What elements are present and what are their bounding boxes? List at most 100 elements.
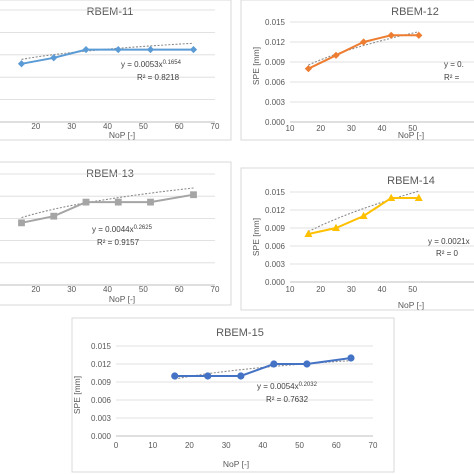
data-point: [237, 372, 245, 380]
chart-panel-rbem-13: RBEM-13 20 30 40 50 60 70 y = 0.0044x0.2625 R…: [0, 161, 232, 306]
chart-frame: [71, 317, 395, 473]
y-tick-label: 0.003: [91, 414, 112, 423]
x-tick-label: 40: [103, 122, 112, 131]
trend-equation: y = 0.: [444, 60, 464, 69]
data-point: [204, 372, 212, 380]
y-tick-label: 0.012: [265, 206, 286, 215]
x-tick-labels: 20 30 40 50 60 70: [31, 285, 220, 294]
chart-frame: [0, 0, 232, 141]
x-tick-label: 60: [175, 285, 184, 294]
x-tick-label: 20: [316, 124, 325, 133]
data-point: [387, 193, 396, 201]
chart-panel-rbem-12: RBEM-12 10 20 30 40 50 0.0000.0030.0060.0090…: [240, 0, 474, 141]
r-squared-label: R² = 0.7632: [266, 395, 309, 404]
data-point: [146, 45, 155, 54]
x-tick-label: 20: [31, 122, 40, 131]
x-tick-label: 10: [286, 124, 295, 133]
data-point: [147, 198, 154, 206]
x-tick-labels: 10 20 30 40 50: [286, 124, 418, 133]
x-tick-label: 40: [378, 124, 387, 133]
x-tick-label: 40: [258, 441, 267, 450]
data-point: [50, 54, 58, 62]
trendline: [308, 190, 419, 233]
data-point: [360, 38, 368, 46]
y-tick-label: 0.015: [265, 18, 286, 27]
trend-equation: y = 0.0044x0.2625: [92, 225, 153, 234]
data-point: [82, 45, 90, 54]
y-tick-label: 0.000: [91, 432, 112, 441]
chart-title: RBEM-11: [87, 6, 134, 18]
data-point: [17, 60, 26, 68]
y-tick-label: 0.009: [91, 378, 112, 387]
x-tick-label: 30: [67, 285, 76, 294]
y-tick-label: 0.015: [91, 342, 112, 351]
data-series: [304, 31, 423, 73]
x-tick-labels: 0 10 20 30 40 50 60 70: [114, 441, 378, 450]
data-point: [332, 223, 340, 231]
chart-panel-rbem-14: RBEM-14 10 20 30 40 50 0.0000.0030.0060.0090…: [240, 167, 474, 311]
y-tick-label: 0.012: [91, 360, 112, 369]
r-squared-label: R² = 0.8218: [137, 73, 180, 82]
data-point: [82, 198, 90, 206]
data-point: [18, 219, 25, 227]
data-series: [17, 45, 198, 68]
data-point: [304, 229, 313, 237]
y-tick-label: 0.015: [265, 188, 286, 197]
y-tick-label: 0.003: [265, 98, 286, 107]
x-tick-label: 20: [31, 285, 40, 294]
y-tick-labels: 0.000 0.003 0.006 0.009 0.012 0.015: [91, 342, 112, 441]
x-tick-label: 60: [332, 441, 341, 450]
trend-equation: y = 0.0054x0.2032: [257, 382, 318, 391]
data-point: [114, 198, 122, 206]
x-tick-label: 70: [211, 122, 220, 131]
chart-panel-rbem-11: RBEM-11 20 30 40 50 60 70 y = 0.0053x0.1654 R…: [0, 0, 232, 141]
y-axis-label: SPE [mm]: [72, 376, 82, 414]
x-tick-label: 20: [316, 285, 325, 294]
chart-frame: [240, 0, 474, 141]
series-line: [21, 193, 194, 224]
trendline-path: [308, 190, 419, 233]
data-point: [414, 193, 423, 201]
x-tick-label: 40: [103, 285, 112, 294]
x-tick-label: 60: [175, 122, 184, 131]
data-point: [270, 360, 278, 368]
chart-title: RBEM-12: [391, 6, 439, 18]
data-point: [387, 31, 395, 39]
trendline-path: [21, 187, 194, 219]
r-squared-label: R² =: [444, 73, 460, 82]
x-tick-label: 70: [211, 285, 220, 294]
chart-frame: [0, 161, 232, 306]
x-tick-labels: 20 30 40 50 60 70: [31, 122, 220, 131]
x-tick-label: 30: [222, 441, 231, 450]
y-tick-label: 0.000: [265, 118, 286, 127]
data-point: [359, 211, 368, 219]
x-tick-label: 0: [114, 441, 119, 450]
x-axis-label: NoP [-]: [223, 459, 249, 469]
x-tick-label: 50: [295, 441, 304, 450]
data-point: [189, 45, 198, 54]
data-point: [190, 191, 197, 199]
y-tick-label: 0.003: [265, 260, 286, 269]
data-point: [50, 212, 58, 220]
x-tick-label: 50: [408, 124, 417, 133]
chart-title: RBEM-14: [387, 175, 435, 187]
x-tick-label: 40: [378, 285, 387, 294]
gridlines: [0, 9, 215, 123]
data-point: [415, 31, 423, 39]
x-axis-label: NoP [-]: [398, 130, 424, 140]
data-point: [304, 65, 312, 73]
x-tick-label: 30: [67, 122, 76, 131]
y-axis-label: SPE [mm]: [251, 218, 261, 256]
x-axis-label: NoP [-]: [109, 294, 135, 304]
series-line: [21, 48, 194, 65]
trend-equation: y = 0.0021x: [428, 237, 470, 246]
x-tick-label: 50: [408, 285, 417, 294]
y-tick-label: 0.006: [265, 242, 286, 251]
x-axis-label: NoP [-]: [398, 300, 424, 310]
y-axis-label: SPE [mm]: [251, 47, 261, 85]
y-tick-label: 0.006: [91, 396, 112, 405]
gridlines: [116, 345, 373, 437]
x-axis-label: NoP [-]: [109, 130, 135, 140]
x-tick-label: 50: [139, 122, 148, 131]
